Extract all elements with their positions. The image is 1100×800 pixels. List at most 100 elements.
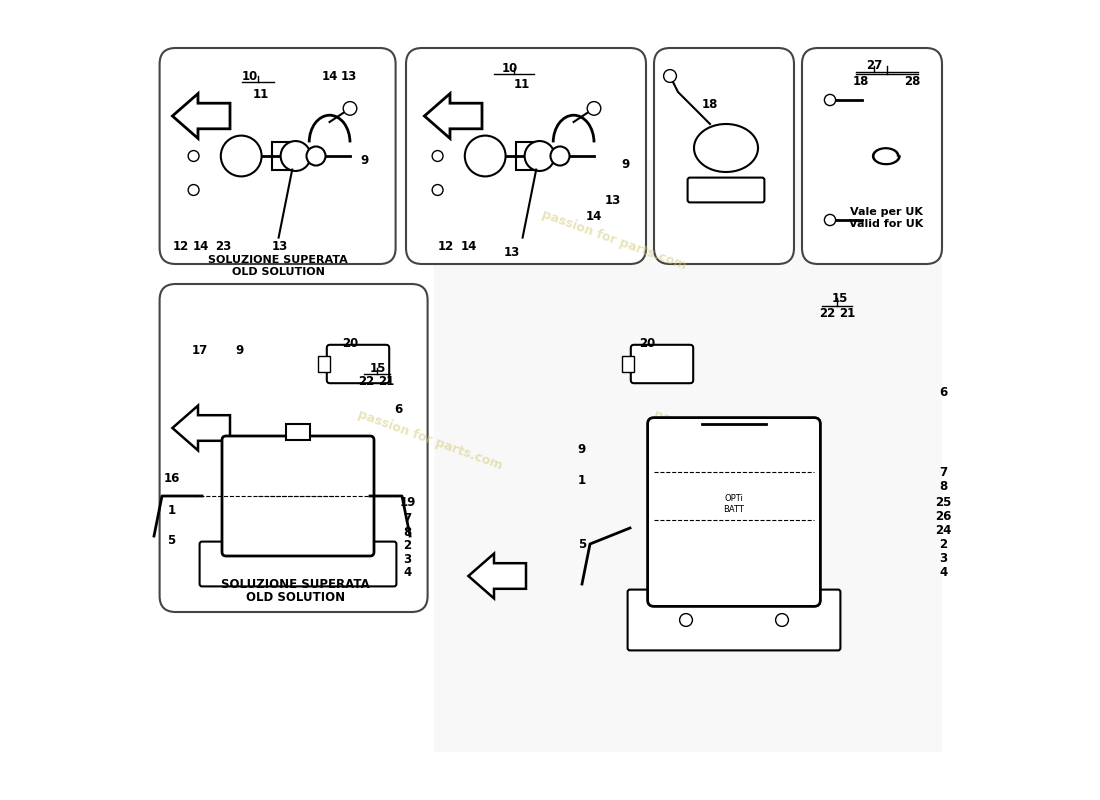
Text: 19: 19 bbox=[399, 496, 416, 509]
Text: 9: 9 bbox=[361, 154, 368, 166]
Text: 11: 11 bbox=[514, 78, 530, 90]
Text: 15: 15 bbox=[832, 292, 848, 305]
Polygon shape bbox=[173, 406, 230, 450]
FancyBboxPatch shape bbox=[628, 590, 840, 650]
Text: 14: 14 bbox=[322, 70, 338, 82]
Circle shape bbox=[432, 150, 443, 162]
Circle shape bbox=[432, 185, 443, 195]
Text: 9: 9 bbox=[621, 158, 630, 170]
Polygon shape bbox=[469, 554, 526, 598]
Text: 6: 6 bbox=[394, 403, 403, 416]
Text: 17: 17 bbox=[191, 344, 208, 357]
Text: OLD SOLUTION: OLD SOLUTION bbox=[246, 591, 345, 604]
Text: Valid for UK: Valid for UK bbox=[849, 219, 923, 229]
Text: 10: 10 bbox=[242, 70, 258, 82]
FancyBboxPatch shape bbox=[648, 418, 821, 606]
Text: 14: 14 bbox=[192, 240, 209, 253]
Circle shape bbox=[280, 141, 310, 171]
Text: passion for parts.com: passion for parts.com bbox=[540, 208, 689, 272]
FancyBboxPatch shape bbox=[199, 542, 396, 586]
Circle shape bbox=[824, 94, 836, 106]
Text: 22: 22 bbox=[820, 307, 836, 320]
Circle shape bbox=[343, 102, 356, 115]
Text: 1: 1 bbox=[167, 504, 176, 517]
Circle shape bbox=[550, 146, 570, 166]
Text: Vale per UK: Vale per UK bbox=[849, 207, 923, 217]
Circle shape bbox=[587, 102, 601, 115]
Text: 3: 3 bbox=[939, 552, 948, 565]
Text: 9: 9 bbox=[235, 344, 244, 357]
Text: 12: 12 bbox=[438, 240, 454, 253]
Text: 14: 14 bbox=[460, 240, 476, 253]
Text: 18: 18 bbox=[852, 75, 869, 88]
FancyBboxPatch shape bbox=[654, 48, 794, 264]
Polygon shape bbox=[173, 94, 230, 138]
Text: 4: 4 bbox=[404, 566, 411, 579]
Text: 14: 14 bbox=[586, 210, 602, 222]
Text: 21: 21 bbox=[839, 307, 856, 320]
Text: 18: 18 bbox=[702, 98, 718, 110]
Text: 21: 21 bbox=[378, 375, 394, 388]
Text: 23: 23 bbox=[216, 240, 232, 253]
Text: 7: 7 bbox=[939, 466, 948, 478]
Bar bbox=[516, 142, 536, 170]
Text: OLD SOLUTION: OLD SOLUTION bbox=[232, 267, 324, 277]
Bar bbox=[286, 424, 310, 440]
Text: 28: 28 bbox=[904, 75, 921, 88]
Text: 2: 2 bbox=[404, 539, 411, 552]
Circle shape bbox=[776, 614, 789, 626]
Bar bbox=[434, 160, 942, 752]
FancyBboxPatch shape bbox=[802, 48, 942, 264]
Text: 20: 20 bbox=[639, 338, 656, 350]
Text: 4: 4 bbox=[939, 566, 948, 579]
Text: 24: 24 bbox=[935, 524, 952, 537]
FancyBboxPatch shape bbox=[406, 48, 646, 264]
Text: 13: 13 bbox=[604, 194, 620, 206]
Text: 13: 13 bbox=[272, 240, 288, 253]
Text: 20: 20 bbox=[342, 338, 359, 350]
Text: SOLUZIONE SUPERATA: SOLUZIONE SUPERATA bbox=[208, 255, 348, 265]
Text: passion for parts.com: passion for parts.com bbox=[652, 408, 800, 472]
Circle shape bbox=[680, 614, 692, 626]
FancyBboxPatch shape bbox=[160, 284, 428, 612]
Polygon shape bbox=[425, 94, 482, 138]
Text: 5: 5 bbox=[578, 538, 586, 550]
Text: 1: 1 bbox=[578, 474, 586, 486]
Text: 2: 2 bbox=[939, 538, 948, 551]
Text: 5: 5 bbox=[167, 534, 176, 546]
Circle shape bbox=[525, 141, 554, 171]
FancyBboxPatch shape bbox=[327, 345, 389, 383]
Text: 25: 25 bbox=[935, 496, 952, 509]
Text: SOLUZIONE SUPERATA: SOLUZIONE SUPERATA bbox=[221, 578, 370, 590]
Text: 3: 3 bbox=[404, 553, 411, 566]
Text: 13: 13 bbox=[340, 70, 356, 82]
Circle shape bbox=[188, 185, 199, 195]
Text: 6: 6 bbox=[939, 386, 948, 398]
Text: OPTi
BATT: OPTi BATT bbox=[724, 494, 745, 514]
Circle shape bbox=[663, 70, 676, 82]
Circle shape bbox=[221, 135, 262, 176]
Text: 9: 9 bbox=[578, 443, 586, 456]
Text: 26: 26 bbox=[935, 510, 952, 523]
Bar bbox=[621, 356, 634, 372]
Text: 10: 10 bbox=[502, 62, 518, 74]
Circle shape bbox=[188, 150, 199, 162]
FancyBboxPatch shape bbox=[160, 48, 396, 264]
FancyBboxPatch shape bbox=[222, 436, 374, 556]
Text: 22: 22 bbox=[358, 375, 374, 388]
Circle shape bbox=[824, 214, 836, 226]
Text: 15: 15 bbox=[370, 362, 386, 374]
Circle shape bbox=[307, 146, 326, 166]
Text: 16: 16 bbox=[164, 472, 179, 485]
Text: passion for parts.com: passion for parts.com bbox=[356, 408, 504, 472]
Text: 13: 13 bbox=[504, 246, 519, 258]
FancyBboxPatch shape bbox=[688, 178, 764, 202]
Text: 7: 7 bbox=[404, 512, 411, 525]
Text: 11: 11 bbox=[252, 88, 268, 101]
FancyBboxPatch shape bbox=[630, 345, 693, 383]
Text: 27: 27 bbox=[866, 59, 882, 72]
Text: 8: 8 bbox=[939, 480, 948, 493]
Text: 8: 8 bbox=[404, 526, 411, 538]
Circle shape bbox=[465, 135, 506, 176]
Bar bbox=[318, 356, 330, 372]
